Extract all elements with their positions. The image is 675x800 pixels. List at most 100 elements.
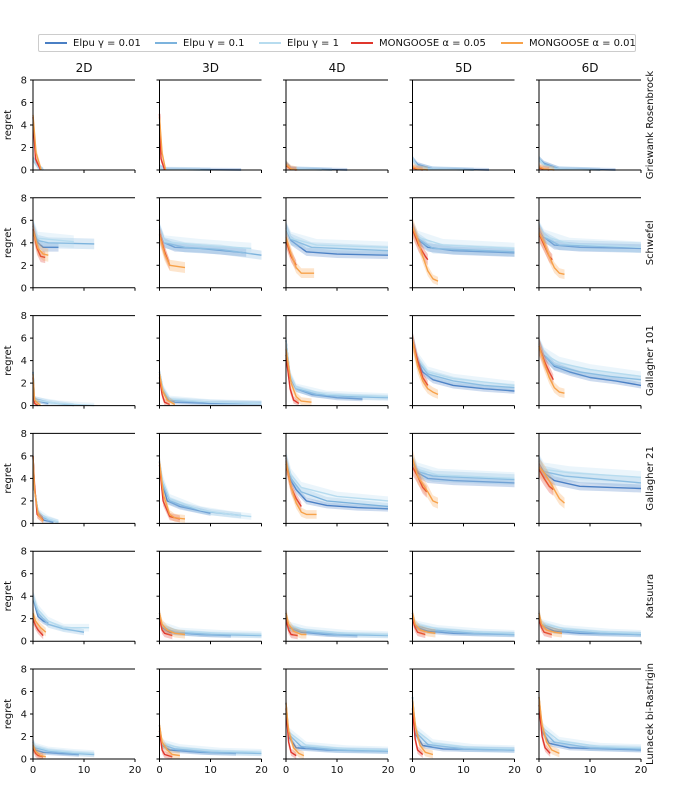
column-title: 4D — [329, 61, 346, 75]
y-tick-label: 6 — [21, 334, 27, 345]
y-tick-label: 4 — [21, 474, 27, 485]
series-band — [159, 222, 252, 255]
series-line — [411, 229, 429, 261]
series-band — [159, 163, 201, 170]
series-line — [538, 466, 565, 504]
series-band — [412, 691, 433, 759]
series-band — [159, 718, 180, 759]
y-tick-label: 8 — [21, 665, 27, 676]
series-band — [412, 690, 515, 753]
series-line — [32, 114, 42, 171]
legend-label: Elpu γ = 0.1 — [183, 37, 245, 49]
series-line — [32, 595, 85, 633]
series-line — [158, 377, 170, 406]
series-band — [286, 450, 388, 506]
series-line — [285, 340, 389, 398]
series-band — [159, 371, 170, 406]
series-line — [285, 702, 305, 757]
series-band — [539, 687, 560, 758]
x-tick-label: 0 — [30, 765, 36, 776]
series-band — [286, 160, 348, 170]
series-line — [32, 595, 90, 629]
series-line — [538, 697, 560, 755]
legend-swatch — [259, 42, 281, 44]
column-title: 5D — [455, 61, 472, 75]
y-tick-label: 8 — [21, 429, 27, 440]
series-band — [286, 693, 304, 759]
series-band — [159, 456, 211, 516]
series-band — [159, 606, 185, 639]
series-line — [158, 618, 173, 637]
row-label: Schwefel — [645, 220, 656, 265]
series-line — [158, 461, 252, 518]
y-tick-label: 0 — [21, 166, 27, 177]
column-title: 2D — [76, 61, 93, 75]
y-tick-label: 6 — [21, 216, 27, 227]
series-line — [538, 232, 565, 275]
series-band — [539, 613, 552, 639]
series-band — [159, 613, 173, 640]
series-band — [33, 740, 46, 759]
series-band — [286, 695, 388, 754]
series-line — [158, 234, 186, 269]
series-line — [538, 612, 563, 634]
legend-swatch — [501, 42, 523, 44]
x-tick-label: 0 — [409, 765, 415, 776]
legend-swatch — [351, 42, 373, 44]
series-band — [159, 223, 262, 260]
legend: Elpu γ = 0.01 Elpu γ = 0.1 Elpu γ = 1 MO… — [38, 34, 636, 52]
series-band — [159, 453, 185, 523]
series-line — [285, 457, 389, 502]
y-tick-label: 0 — [21, 637, 27, 648]
series-band — [539, 336, 641, 382]
series-line — [158, 373, 176, 406]
series-line — [411, 457, 439, 504]
y-tick-label: 0 — [21, 755, 27, 766]
series-band — [539, 689, 641, 752]
series-band — [286, 222, 388, 259]
series-band — [159, 720, 262, 757]
legend-swatch — [155, 42, 177, 44]
series-line — [158, 117, 167, 171]
x-tick-label: 10 — [331, 765, 344, 776]
series-line — [538, 227, 642, 248]
series-band — [539, 608, 641, 637]
y-tick-label: 0 — [21, 401, 27, 412]
y-tick-label: 6 — [21, 569, 27, 580]
y-axis-label: regret — [3, 345, 14, 375]
y-tick-label: 8 — [21, 193, 27, 204]
series-line — [158, 371, 262, 405]
y-tick-label: 8 — [21, 76, 27, 87]
series-line — [411, 708, 424, 756]
x-tick-label: 0 — [156, 765, 162, 776]
series-band — [159, 164, 242, 170]
row-label: Gallagher 101 — [645, 325, 656, 396]
y-axis-label: regret — [3, 228, 14, 258]
x-tick-label: 0 — [536, 765, 542, 776]
legend-label: MONGOOSE α = 0.05 — [379, 37, 486, 49]
series-band — [159, 608, 262, 638]
x-tick-label: 10 — [457, 765, 470, 776]
series-band — [286, 606, 307, 639]
series-band — [286, 160, 322, 170]
series-line — [32, 618, 44, 637]
series-line — [32, 225, 74, 243]
series-band — [539, 337, 641, 384]
x-tick-label: 10 — [204, 765, 217, 776]
series-band — [33, 590, 90, 632]
series-line — [285, 457, 389, 510]
series-line — [32, 741, 95, 755]
x-tick-label: 20 — [635, 765, 648, 776]
legend-label: Elpu γ = 0.01 — [73, 37, 141, 49]
x-tick-label: 20 — [129, 765, 142, 776]
y-tick-label: 4 — [21, 592, 27, 603]
y-tick-label: 4 — [21, 356, 27, 367]
series-band — [286, 613, 298, 640]
series-line — [538, 345, 565, 394]
series-line — [285, 461, 317, 516]
y-axis-label: regret — [3, 581, 14, 611]
column-title: 3D — [202, 61, 219, 75]
series-band — [33, 221, 49, 262]
series-band — [412, 331, 428, 391]
